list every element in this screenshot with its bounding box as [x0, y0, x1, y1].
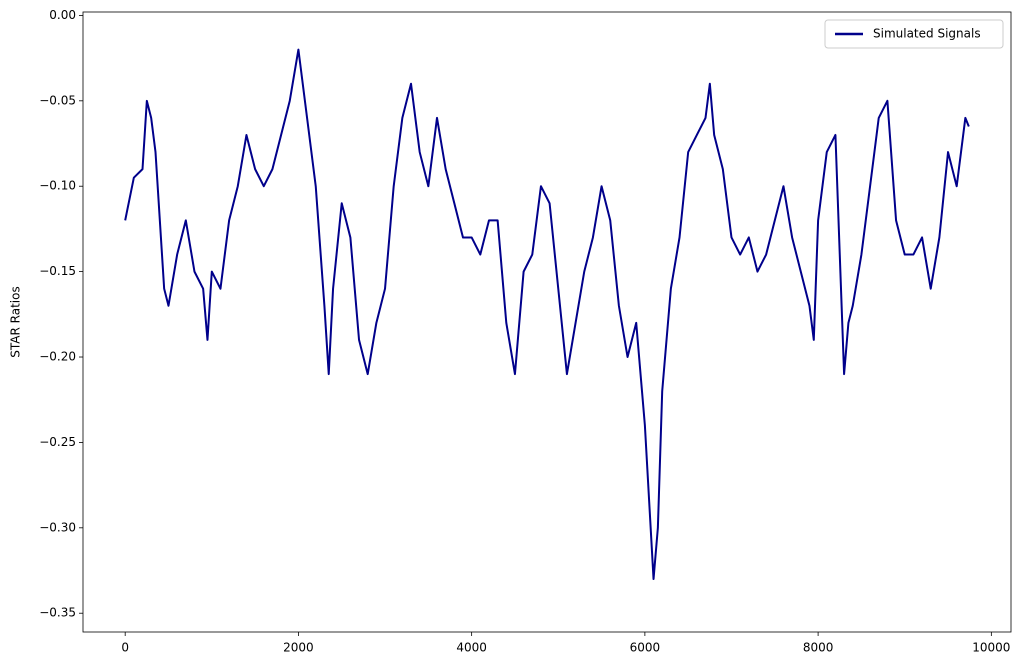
x-tick-label: 0: [121, 641, 129, 655]
y-tick-label: −0.30: [39, 520, 76, 534]
x-tick-label: 10000: [972, 641, 1010, 655]
data-line: [124, 48, 970, 581]
y-tick-label: −0.15: [39, 264, 76, 278]
y-tick-label: −0.05: [39, 93, 76, 107]
y-tick-label: −0.35: [39, 606, 76, 620]
x-tick-label: 4000: [456, 641, 487, 655]
plot-frame: [82, 11, 1012, 633]
y-tick-label: −0.25: [39, 435, 76, 449]
y-tick-label: −0.10: [39, 179, 76, 193]
x-tick-label: 2000: [283, 641, 314, 655]
y-axis-label: STAR Ratios: [9, 286, 23, 357]
y-tick-label: −0.20: [39, 350, 76, 364]
x-tick-label: 8000: [803, 641, 834, 655]
legend-label: Simulated Signals: [873, 27, 981, 41]
legend-box: [824, 19, 1004, 49]
x-tick-label: 6000: [630, 641, 661, 655]
y-tick-label: 0.00: [49, 8, 76, 22]
